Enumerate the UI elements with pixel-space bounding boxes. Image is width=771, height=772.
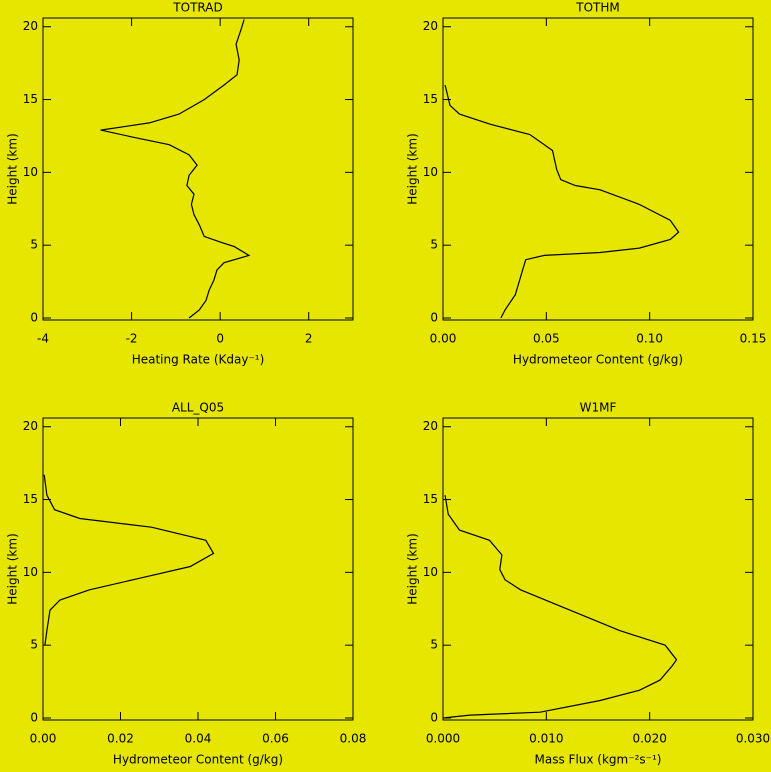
y-tick-label: 15 xyxy=(23,92,38,106)
profile-line xyxy=(43,474,215,646)
panel-title: TOTHM xyxy=(575,1,619,15)
y-tick-label: 20 xyxy=(423,419,438,433)
y-tick-label: 20 xyxy=(423,19,438,33)
x-tick-label: -2 xyxy=(126,332,138,346)
x-tick-label: 0.05 xyxy=(533,332,560,346)
profile-line xyxy=(442,495,678,719)
x-tick-label: 0.15 xyxy=(740,332,767,346)
y-tick-label: 15 xyxy=(423,492,438,506)
plot-frame xyxy=(42,17,354,321)
plot-frame xyxy=(42,417,354,721)
y-tick-label: 20 xyxy=(23,19,38,33)
x-tick-label: 0 xyxy=(216,332,224,346)
x-tick-label: 0.00 xyxy=(30,732,57,746)
panel-title: ALL_Q05 xyxy=(172,401,224,415)
x-tick-label: 0.04 xyxy=(185,732,212,746)
y-axis-label: Height (km) xyxy=(6,133,20,204)
profile-line xyxy=(444,84,680,319)
x-tick-label: 0.020 xyxy=(632,732,666,746)
y-tick-label: 10 xyxy=(23,565,38,579)
y-axis-label: Height (km) xyxy=(6,533,20,604)
y-tick-label: 0 xyxy=(30,311,38,325)
plot-frame xyxy=(442,17,754,321)
y-tick-label: 0 xyxy=(30,711,38,725)
x-tick-label: 2 xyxy=(305,332,313,346)
y-tick-label: 0 xyxy=(430,711,438,725)
x-tick-label: 0.030 xyxy=(736,732,770,746)
y-tick-label: 15 xyxy=(23,492,38,506)
x-tick-label: 0.06 xyxy=(262,732,289,746)
y-tick-label: 0 xyxy=(430,311,438,325)
x-axis-label: Heating Rate (Kday⁻¹) xyxy=(132,353,265,367)
x-tick-label: 0.000 xyxy=(426,732,460,746)
y-tick-label: 5 xyxy=(30,238,38,252)
x-axis-label: Hydrometeor Content (g/kg) xyxy=(113,753,283,767)
plot-frame xyxy=(442,417,754,721)
profile-line xyxy=(100,19,251,319)
y-tick-label: 5 xyxy=(30,638,38,652)
y-tick-label: 5 xyxy=(430,638,438,652)
x-tick-label: 0.02 xyxy=(107,732,134,746)
y-tick-label: 15 xyxy=(423,92,438,106)
x-tick-label: 0.08 xyxy=(340,732,367,746)
x-tick-label: -4 xyxy=(37,332,49,346)
panel-title: TOTRAD xyxy=(172,1,222,15)
y-tick-label: 20 xyxy=(23,419,38,433)
x-tick-label: 0.00 xyxy=(430,332,457,346)
x-tick-label: 0.10 xyxy=(636,332,663,346)
panel-title: W1MF xyxy=(580,401,617,415)
y-tick-label: 10 xyxy=(423,565,438,579)
y-tick-label: 5 xyxy=(430,238,438,252)
x-axis-label: Mass Flux (kgm⁻²s⁻¹) xyxy=(535,753,662,767)
y-tick-label: 10 xyxy=(23,165,38,179)
y-axis-label: Height (km) xyxy=(406,133,420,204)
x-axis-label: Hydrometeor Content (g/kg) xyxy=(513,353,683,367)
y-tick-label: 10 xyxy=(423,165,438,179)
y-axis-label: Height (km) xyxy=(406,533,420,604)
x-tick-label: 0.010 xyxy=(529,732,563,746)
